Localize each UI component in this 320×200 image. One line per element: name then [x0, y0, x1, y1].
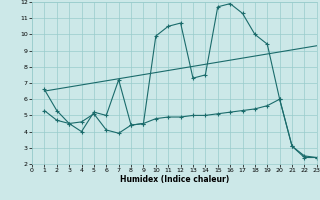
X-axis label: Humidex (Indice chaleur): Humidex (Indice chaleur)	[120, 175, 229, 184]
